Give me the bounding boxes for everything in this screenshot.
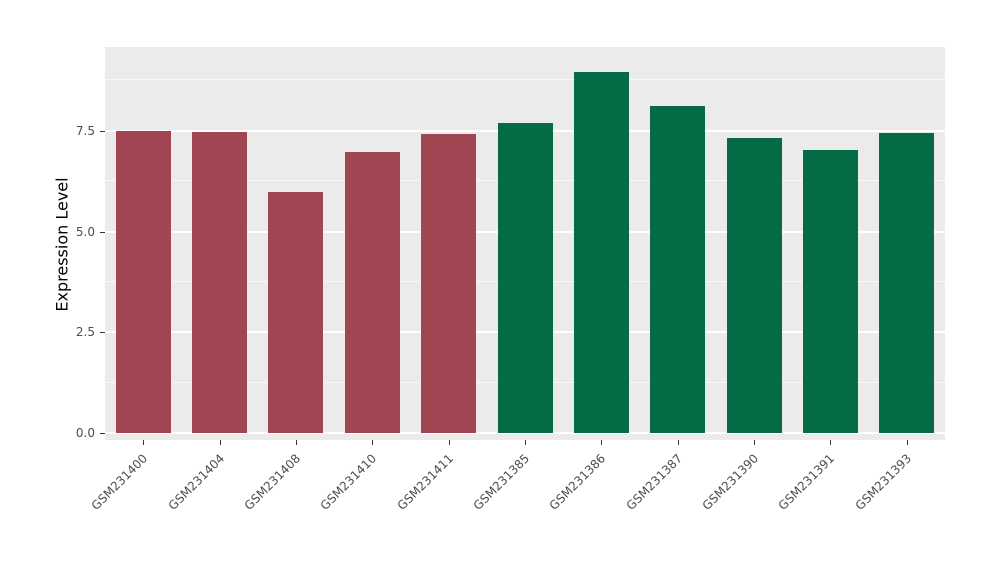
x-tick-mark [830, 440, 831, 445]
bar-GSM231410 [345, 152, 400, 433]
gridline-minor [105, 79, 945, 81]
x-tick-mark [601, 440, 602, 445]
y-axis-title: Expression Level [52, 177, 72, 312]
y-tick-mark [100, 433, 105, 434]
bar-GSM231385 [498, 123, 553, 433]
bar-GSM231408 [268, 192, 323, 433]
y-tick-label: 5.0 [75, 224, 95, 239]
bar-GSM231393 [879, 133, 934, 433]
x-tick-mark [907, 440, 908, 445]
x-tick-mark [525, 440, 526, 445]
bar-GSM231387 [650, 106, 705, 433]
x-tick-mark [678, 440, 679, 445]
y-tick-label: 7.5 [75, 123, 95, 138]
bar-GSM231391 [803, 150, 858, 433]
x-tick-mark [372, 440, 373, 445]
x-tick-mark [143, 440, 144, 445]
x-tick-mark [296, 440, 297, 445]
plot-panel [105, 47, 945, 440]
bar-GSM231411 [421, 134, 476, 433]
y-tick-mark [100, 231, 105, 233]
y-tick-label: 0.0 [75, 426, 95, 440]
bar-GSM231404 [192, 132, 247, 433]
bar-GSM231400 [116, 131, 171, 433]
bar-GSM231390 [727, 138, 782, 433]
x-tick-mark [754, 440, 755, 445]
y-tick-label: 2.5 [75, 325, 95, 340]
y-tick-mark [100, 130, 105, 132]
x-tick-mark [449, 440, 450, 445]
x-tick-mark [220, 440, 221, 445]
gridline-major [105, 432, 945, 434]
bar-GSM231386 [574, 72, 629, 433]
y-tick-mark [100, 332, 105, 334]
